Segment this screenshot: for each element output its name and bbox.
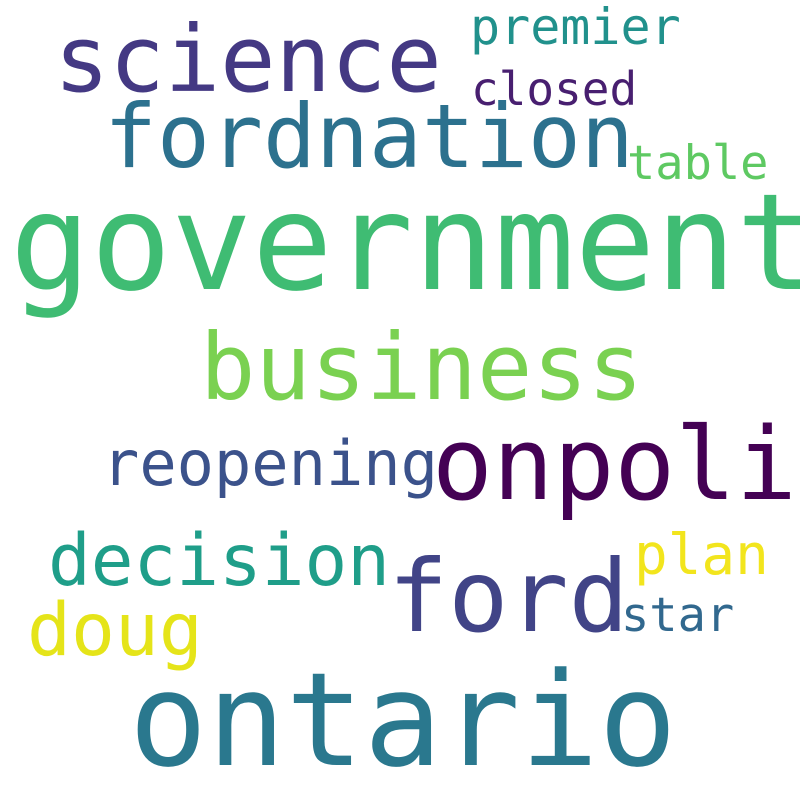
word-fordnation: fordnation bbox=[104, 85, 634, 188]
word-premier: premier bbox=[470, 0, 681, 56]
word-onpoli: onpoli bbox=[432, 405, 797, 523]
word-business: business bbox=[200, 314, 644, 421]
word-ontario: ontario bbox=[129, 644, 677, 796]
word-government: government bbox=[10, 165, 800, 321]
word-ford: ford bbox=[388, 538, 629, 655]
word-reopening: reopening bbox=[102, 427, 438, 500]
word-closed: closed bbox=[471, 62, 638, 116]
word-doug: doug bbox=[27, 588, 203, 673]
word-decision: decision bbox=[48, 519, 390, 602]
word-plan: plan bbox=[634, 523, 769, 588]
word-table: table bbox=[627, 136, 769, 191]
word-science: science bbox=[54, 6, 442, 113]
word-star: star bbox=[621, 588, 735, 643]
